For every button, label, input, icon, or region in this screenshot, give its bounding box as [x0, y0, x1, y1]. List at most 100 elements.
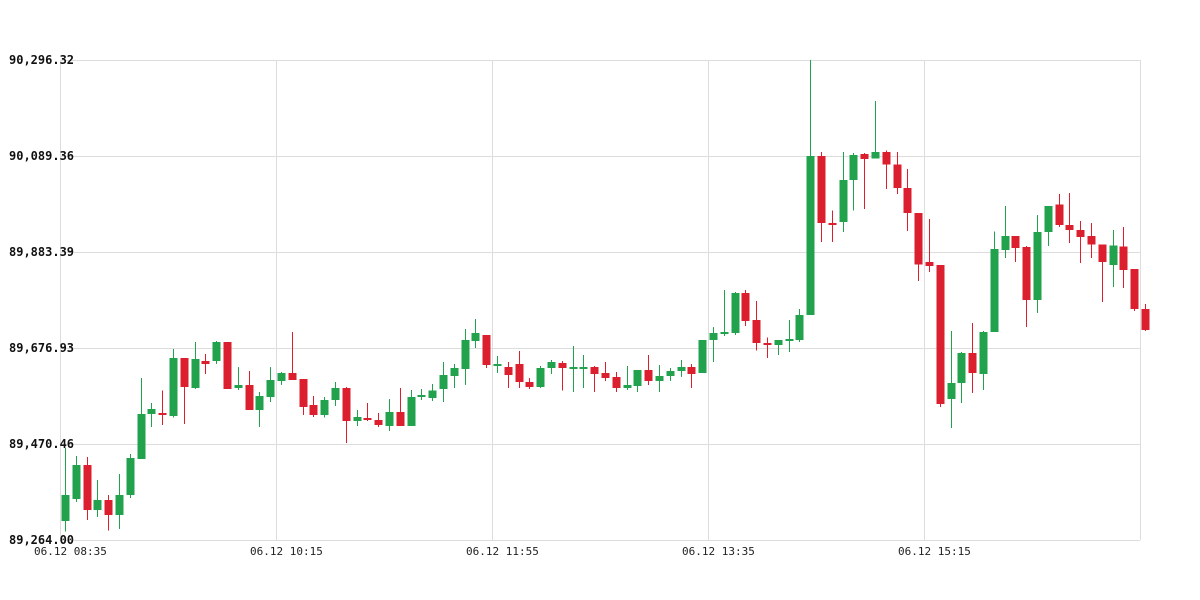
candle-body-down	[601, 373, 610, 379]
candle-body-up	[61, 494, 70, 521]
candle-body-down	[1055, 204, 1064, 226]
candle-body-up	[93, 500, 102, 510]
y-tick-label: 89,883.39	[9, 245, 74, 259]
candle-body-up	[579, 367, 588, 370]
candle-body-down	[245, 385, 254, 410]
candle-body-up	[536, 367, 545, 388]
candle-body-down	[83, 465, 92, 510]
candle-body-down	[482, 334, 491, 366]
candle-body-up	[331, 387, 340, 401]
candle-body-up	[234, 385, 243, 388]
candle-body-down	[936, 265, 945, 404]
candle-body-up	[461, 340, 470, 369]
candle-body-down	[396, 412, 405, 427]
candle-body-down	[1087, 235, 1096, 245]
candle-body-down	[223, 341, 232, 389]
candle-body-down	[374, 420, 383, 426]
candle-body-up	[849, 155, 858, 181]
candle-body-down	[525, 381, 534, 388]
candle-body-down	[882, 152, 891, 165]
candle-body-down	[893, 164, 902, 189]
y-tick-label: 90,089.36	[9, 149, 74, 163]
candle-body-down	[817, 155, 826, 223]
candle-body-down	[201, 360, 210, 364]
candle-body-up	[1109, 245, 1118, 266]
candle-body-down	[1130, 268, 1139, 309]
candle-body-up	[731, 293, 740, 334]
x-tick-label: 06.12 11:55	[466, 545, 539, 558]
candle-body-up	[947, 382, 956, 400]
candle-body-up	[957, 353, 966, 383]
candle-body-up	[417, 394, 426, 397]
candle-body-down	[515, 363, 524, 382]
candle-body-down	[342, 387, 351, 421]
candle-body-down	[558, 362, 567, 368]
candle-body-up	[169, 358, 178, 416]
candle-body-up	[353, 416, 362, 421]
x-tick-label: 06.12 15:15	[898, 545, 971, 558]
candle-body-up	[871, 152, 880, 159]
candle-body-down	[612, 376, 621, 388]
candle-body-up	[115, 494, 124, 515]
candle-body-down	[1119, 246, 1128, 270]
y-tick-label: 89,470.46	[9, 437, 74, 451]
y-axis: 90,296.32 90,089.36 89,883.39 89,676.93 …	[9, 53, 74, 547]
candle-body-down	[504, 367, 513, 375]
candle-body-down	[903, 188, 912, 214]
candle-body-down	[968, 353, 977, 374]
candle-body-down	[590, 367, 599, 375]
x-tick-label: 06.12 10:15	[250, 545, 323, 558]
candle-body-up	[266, 380, 275, 397]
candle-body-up	[212, 341, 221, 361]
candle-body-down	[309, 405, 318, 415]
candle-body-up	[677, 367, 686, 372]
candle-body-up	[72, 465, 81, 500]
candle-body-down	[288, 373, 297, 381]
candle-body-down	[1065, 225, 1074, 230]
candle-body-down	[925, 261, 934, 267]
candle-body-down	[158, 413, 167, 416]
candle-body-down	[763, 342, 772, 346]
y-tick-label: 89,676.93	[9, 341, 74, 355]
candle-body-down	[752, 320, 761, 343]
candle-body-up	[493, 364, 502, 367]
candle-body-down	[644, 369, 653, 381]
candle-body-up	[407, 396, 416, 427]
candle-body-down	[1022, 247, 1031, 301]
candle-body-up	[698, 340, 707, 374]
candle-body-up	[709, 333, 718, 341]
candle-body-down	[1098, 244, 1107, 262]
candle-body-up	[979, 332, 988, 375]
candle-body-up	[666, 371, 675, 376]
candle-body-up	[839, 180, 848, 222]
candle-body-up	[623, 385, 632, 388]
candle-body-up	[320, 400, 329, 415]
candle-body-down	[180, 358, 189, 388]
candle-body-up	[450, 367, 459, 376]
candle-body-down	[687, 367, 696, 375]
candle-body-up	[795, 314, 804, 341]
candle-body-up	[385, 412, 394, 427]
candle-body-up	[990, 248, 999, 333]
candle-body-up	[277, 373, 286, 381]
x-axis: 06.12 08:35 06.12 10:15 06.12 11:55 06.1…	[34, 545, 971, 558]
chart-grid	[60, 60, 1141, 541]
y-tick-label: 89,264.00	[9, 533, 74, 547]
candle-body-up	[1044, 206, 1053, 233]
candle-body-down	[104, 500, 113, 515]
x-tick-label: 06.12 13:35	[682, 545, 755, 558]
candle-body-down	[860, 154, 869, 160]
candle-body-up	[569, 367, 578, 370]
x-tick-label: 06.12 08:35	[34, 545, 107, 558]
candle-body-up	[126, 458, 135, 495]
candle-body-down	[1141, 308, 1150, 330]
candle-body-up	[633, 369, 642, 387]
candle-body-up	[1033, 232, 1042, 301]
candle-body-down	[1011, 235, 1020, 248]
candle-series	[61, 60, 1150, 532]
candle-body-up	[137, 413, 146, 460]
candle-body-up	[471, 333, 480, 341]
candle-body-up	[191, 359, 200, 388]
candle-body-up	[1001, 235, 1010, 250]
